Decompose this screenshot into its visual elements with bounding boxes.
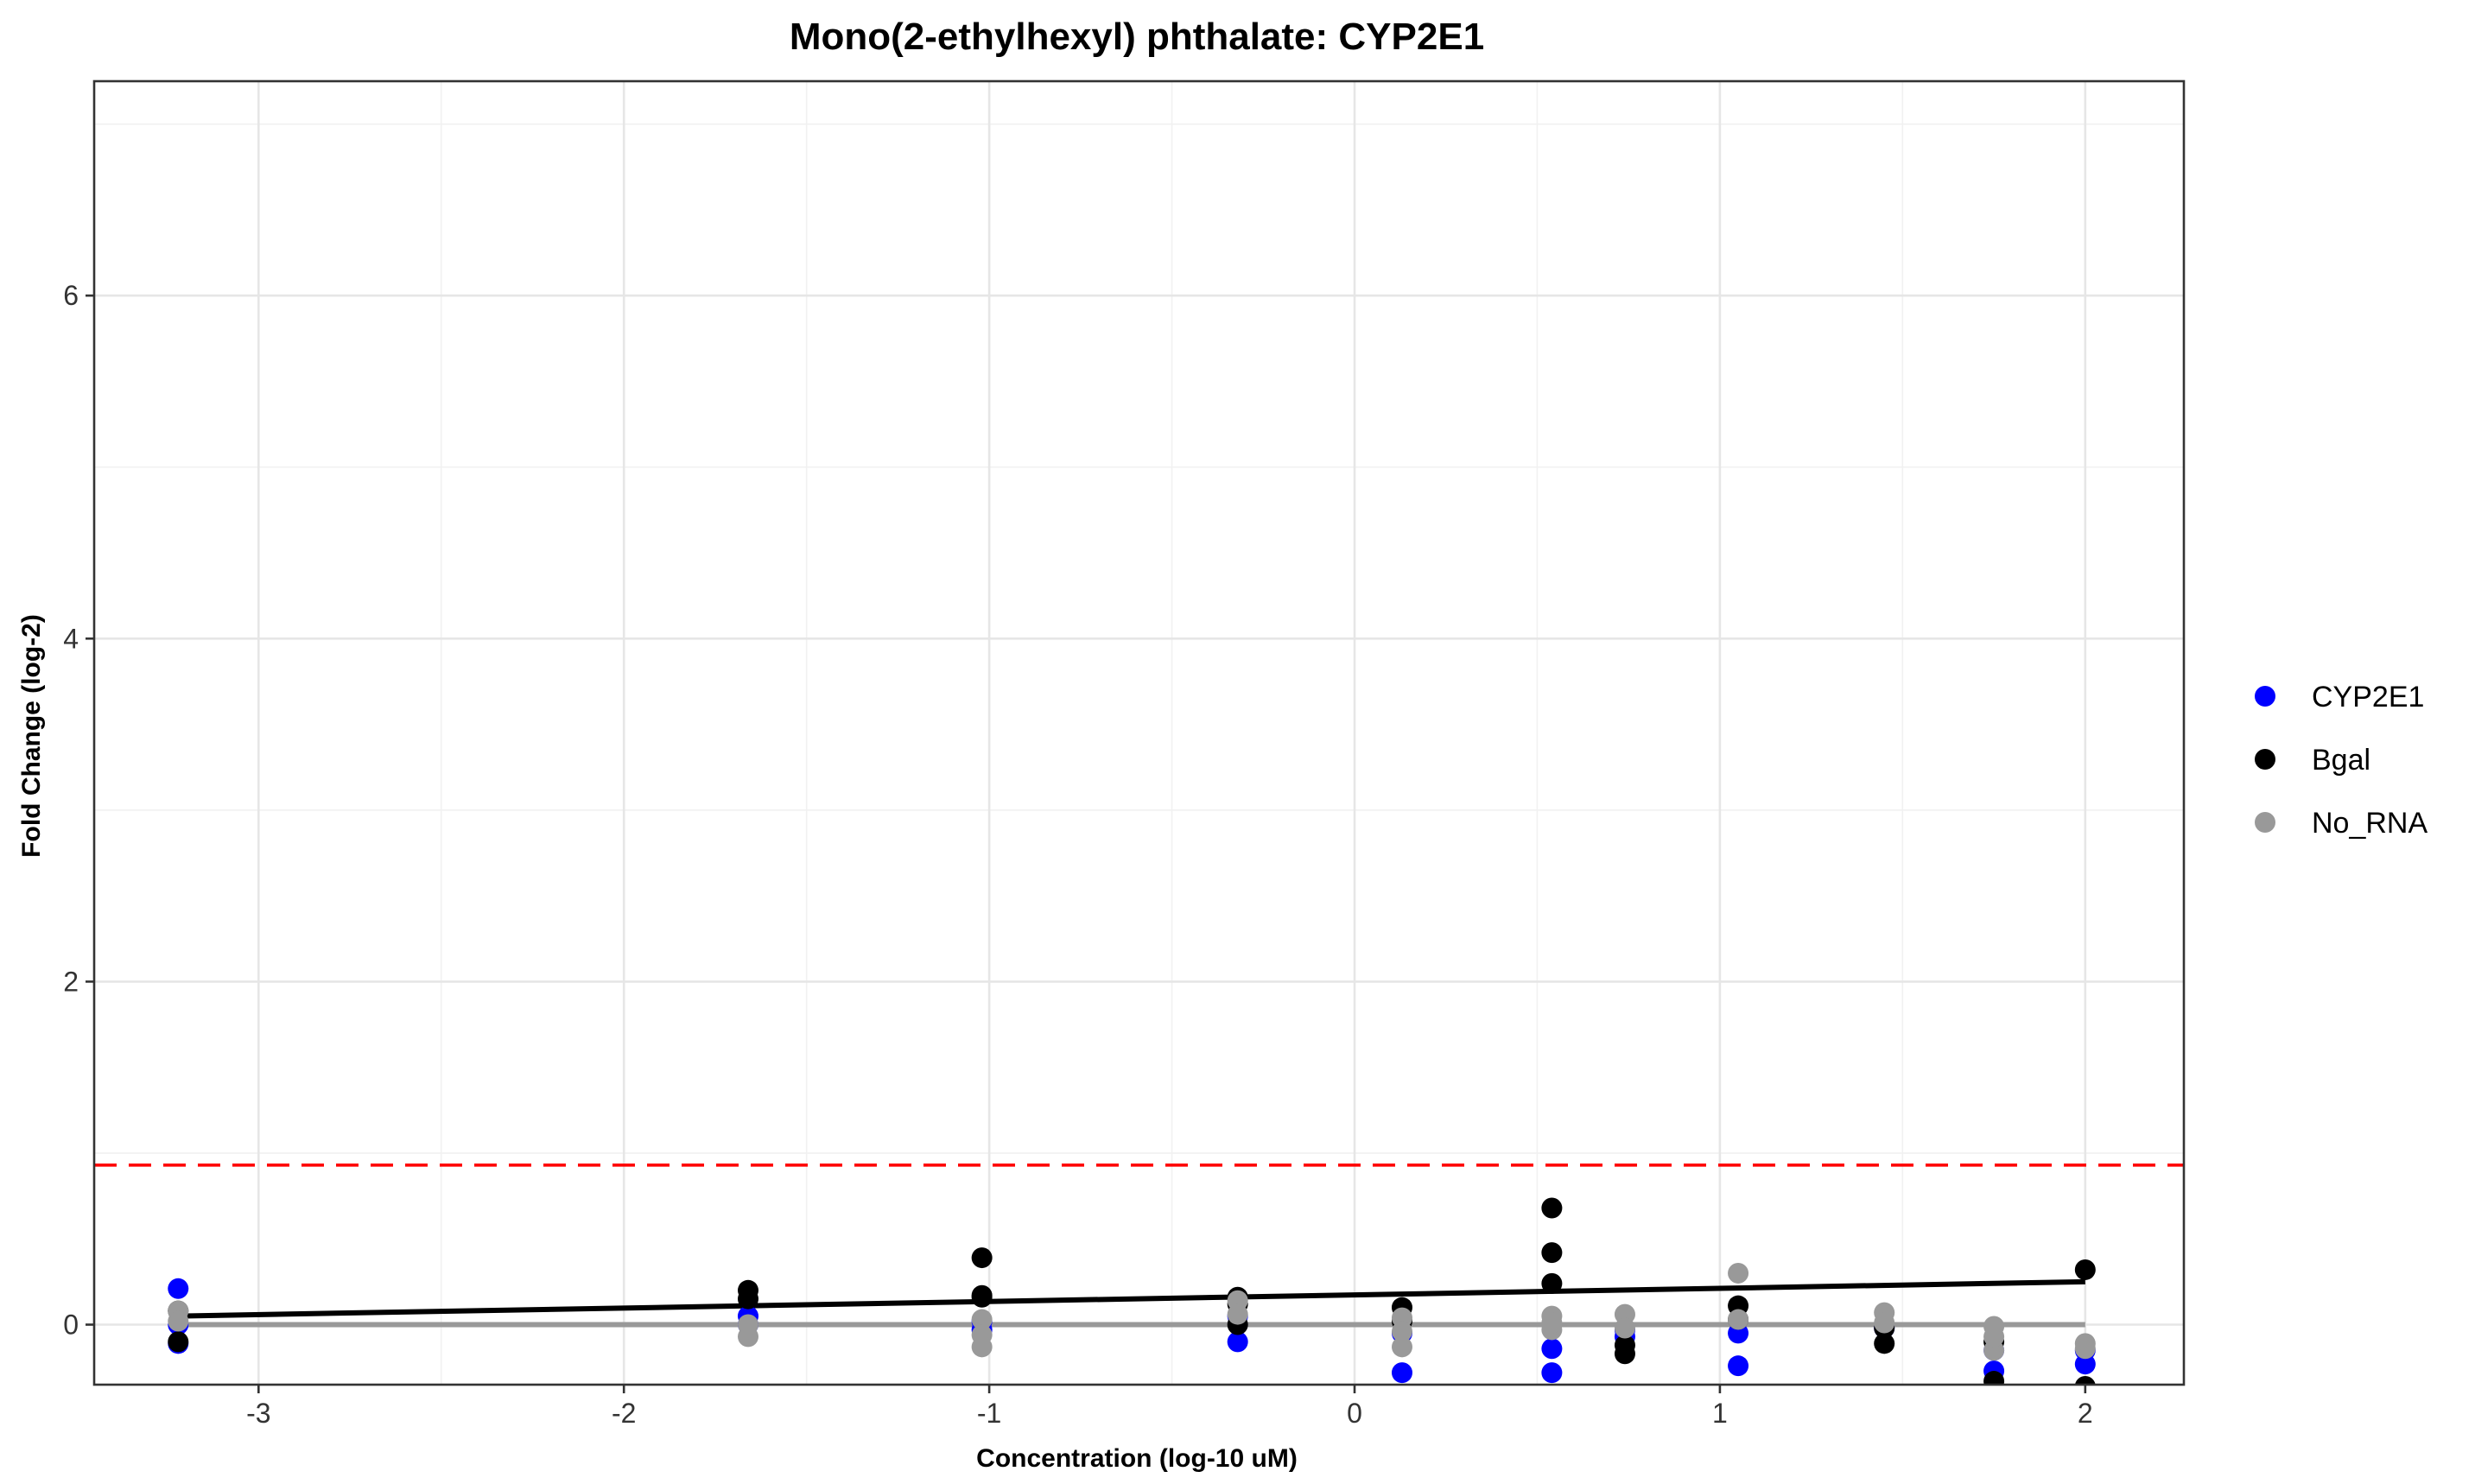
legend-key	[2255, 749, 2275, 770]
data-point	[168, 1278, 189, 1299]
legend-item-cyp2e1: CYP2E1	[2255, 681, 2424, 713]
legend-key	[2255, 812, 2275, 833]
x-tick-label: -3	[246, 1398, 270, 1429]
data-point	[737, 1288, 758, 1310]
data-point	[1614, 1335, 1635, 1356]
legend: CYP2E1 Bgal No_RNA	[2255, 681, 2427, 840]
x-axis-title: Concentration (log-10 uM)	[976, 1444, 1298, 1473]
chart-title: Mono(2-ethylhexyl) phthalate: CYP2E1	[790, 16, 1484, 58]
data-point	[1983, 1326, 2005, 1348]
data-point	[971, 1309, 993, 1330]
legend-label: No_RNA	[2312, 807, 2427, 840]
data-point	[1227, 1331, 1248, 1353]
data-point	[2074, 1259, 2096, 1280]
x-tick-label: 0	[1347, 1398, 1362, 1429]
fit-line-bgal	[178, 1278, 2085, 1319]
data-point	[971, 1284, 993, 1306]
x-tick-label: -1	[977, 1398, 1001, 1429]
data-point	[1391, 1321, 1412, 1342]
data-points	[168, 1197, 2096, 1385]
data-point	[1391, 1336, 1412, 1358]
data-point	[1541, 1362, 1563, 1384]
x-axis: -3 -2 -1 0 1 2	[246, 1385, 2093, 1429]
data-point	[1391, 1362, 1412, 1384]
data-point	[971, 1324, 993, 1346]
x-tick-label: 1	[1712, 1398, 1728, 1429]
data-point	[1874, 1333, 1895, 1354]
series-no-rna	[168, 1262, 2096, 1361]
data-point	[737, 1314, 758, 1335]
y-axis-title: Fold Change (log-2)	[17, 614, 46, 858]
data-point	[1728, 1309, 1749, 1330]
y-tick-label: 0	[63, 1310, 79, 1341]
data-point	[971, 1247, 993, 1269]
data-point	[1541, 1272, 1563, 1294]
data-point	[1614, 1317, 1635, 1339]
data-point	[2074, 1375, 2096, 1385]
data-point	[2074, 1338, 2096, 1360]
legend-label: CYP2E1	[2312, 681, 2424, 713]
data-point	[1541, 1242, 1563, 1264]
x-tick-label: 2	[2078, 1398, 2093, 1429]
data-point	[1983, 1371, 2005, 1385]
data-point	[1728, 1262, 1749, 1284]
x-tick-label: -2	[612, 1398, 636, 1429]
y-tick-label: 2	[63, 966, 79, 997]
data-point	[1227, 1303, 1248, 1325]
data-point	[1541, 1197, 1563, 1219]
grid	[94, 81, 2184, 1385]
y-tick-label: 4	[63, 623, 79, 654]
data-point	[1874, 1312, 1895, 1334]
y-tick-label: 6	[63, 280, 79, 311]
legend-label: Bgal	[2312, 744, 2370, 777]
y-axis: 0 2 4 6	[63, 280, 94, 1341]
legend-item-bgal: Bgal	[2255, 744, 2370, 777]
legend-item-no-rna: No_RNA	[2255, 807, 2427, 840]
data-point	[1728, 1355, 1749, 1377]
panel-border	[92, 79, 2186, 1386]
fit-lines	[178, 1278, 2085, 1328]
data-point	[1541, 1338, 1563, 1360]
data-point	[1541, 1312, 1563, 1334]
data-point	[168, 1310, 189, 1332]
data-point	[168, 1331, 189, 1353]
legend-key	[2255, 686, 2275, 707]
